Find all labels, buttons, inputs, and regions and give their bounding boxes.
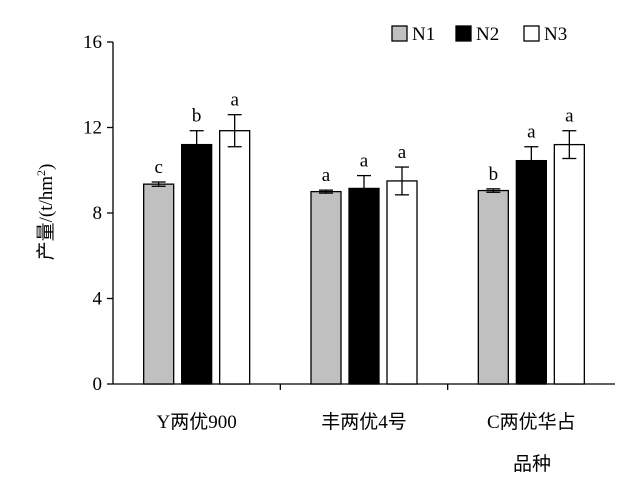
significance-letter: a [230, 90, 239, 111]
y-tick-label: 16 [83, 32, 102, 53]
bar-N1 [143, 183, 175, 385]
significance-letter: b [192, 106, 202, 127]
x-tick-label: C两优华占 [487, 411, 576, 433]
legend-swatch-N1 [391, 25, 408, 42]
y-tick-label: 12 [83, 118, 102, 139]
x-tick-label: 丰两优4号 [321, 411, 407, 433]
bar-N3 [553, 143, 585, 385]
legend-swatch-N3 [523, 25, 540, 42]
significance-letter: a [527, 122, 536, 143]
significance-letter: a [322, 165, 331, 186]
significance-letter: b [489, 164, 499, 185]
bar-N3 [219, 130, 251, 385]
y-axis-label-superscript: 2 [34, 170, 48, 176]
bar-N2 [181, 143, 213, 385]
significance-letter: a [398, 142, 407, 163]
x-axis-label: 品种 [513, 453, 551, 475]
significance-letter: a [360, 151, 369, 172]
bars: c a b b a a a a a [143, 90, 585, 385]
legend: N1 N2 N3 [391, 24, 567, 45]
legend-label-N2: N2 [476, 24, 499, 45]
significance-letter: c [154, 157, 162, 178]
bar-N2 [515, 159, 547, 385]
bar-N1 [310, 190, 342, 385]
svg-text:产量/(t/hm2): 产量/(t/hm2) [34, 164, 57, 261]
y-axis-label-main: 产量/(t/hm [35, 176, 57, 261]
y-tick-label: 8 [93, 203, 103, 224]
y-axis-label-suffix: ) [36, 164, 57, 170]
significance-letter: a [565, 106, 574, 127]
bar-N2 [348, 187, 380, 385]
y-tick-label: 4 [93, 289, 103, 310]
bar-N3 [386, 180, 418, 385]
x-tick-label: Y两优900 [157, 411, 237, 433]
legend-swatch-N2 [455, 25, 472, 42]
bar-N1 [477, 189, 509, 385]
y-tick-label: 0 [93, 374, 103, 395]
legend-label-N3: N3 [544, 24, 567, 45]
y-axis-label: 产量/(t/hm2) [34, 164, 57, 261]
legend-label-N1: N1 [412, 24, 435, 45]
